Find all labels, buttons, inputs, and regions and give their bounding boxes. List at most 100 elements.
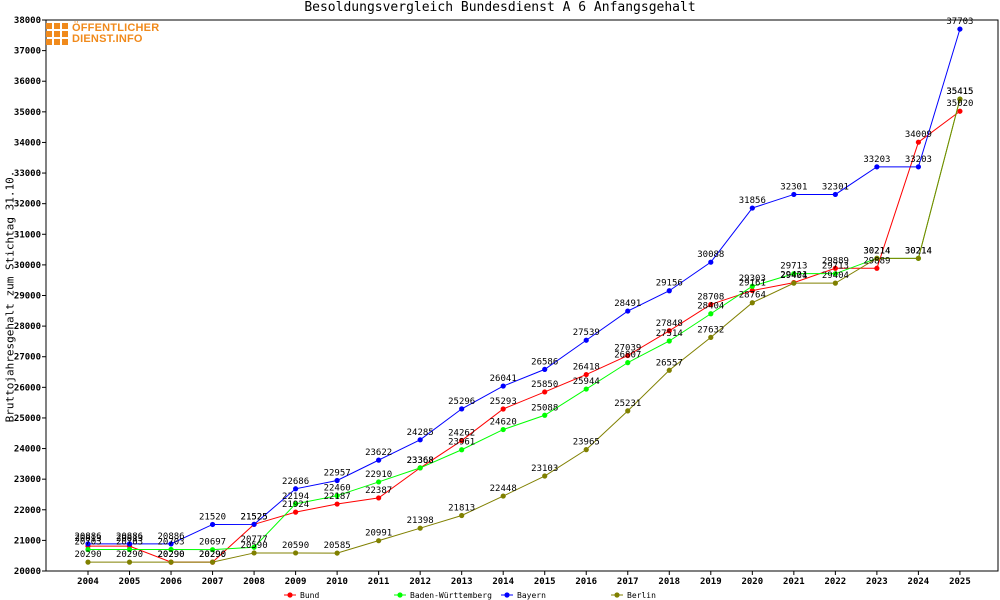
y-tick-label: 31000 xyxy=(14,230,41,240)
data-label: 20290 xyxy=(74,550,101,560)
data-label: 26418 xyxy=(573,363,600,373)
data-label: 21525 xyxy=(241,512,268,522)
data-label: 30214 xyxy=(863,246,890,256)
data-label: 27632 xyxy=(697,325,724,335)
data-point xyxy=(293,486,299,492)
data-point xyxy=(957,96,963,102)
data-point xyxy=(666,367,672,373)
data-point xyxy=(85,541,91,547)
data-point xyxy=(417,437,423,443)
x-tick-label: 2024 xyxy=(908,577,930,587)
data-label: 22910 xyxy=(365,470,392,480)
data-point xyxy=(126,559,133,565)
data-point xyxy=(251,550,257,556)
x-tick-label: 2011 xyxy=(368,577,390,587)
data-label: 21924 xyxy=(282,500,309,510)
data-label: 26807 xyxy=(614,351,641,361)
data-label: 24285 xyxy=(407,428,434,438)
x-tick-label: 2007 xyxy=(202,577,224,587)
chart-title: Besoldungsvergleich Bundesdienst A 6 Anf… xyxy=(304,0,696,15)
legend-label: Bayern xyxy=(517,591,546,600)
x-tick-label: 2019 xyxy=(700,577,722,587)
data-point xyxy=(251,544,257,550)
data-point xyxy=(459,512,465,519)
data-label: 32301 xyxy=(822,182,849,192)
data-label: 35020 xyxy=(946,99,973,109)
data-point xyxy=(874,164,880,170)
y-tick-label: 23000 xyxy=(14,475,41,485)
data-label: 25231 xyxy=(614,399,641,409)
plot-frame xyxy=(45,19,999,572)
x-tick-label: 2014 xyxy=(492,577,514,587)
data-label: 22957 xyxy=(324,468,351,478)
data-point xyxy=(209,547,216,553)
data-label: 29889 xyxy=(822,256,849,266)
data-label: 33203 xyxy=(863,155,890,165)
data-point xyxy=(542,473,548,479)
series-line xyxy=(88,28,961,545)
data-point xyxy=(625,352,631,359)
data-label: 31856 xyxy=(739,196,766,206)
legend-label: Baden-Württemberg xyxy=(410,591,492,600)
logo-line-2: DIENST.INFO xyxy=(72,33,143,45)
data-label: 22194 xyxy=(282,492,309,502)
data-label: 20886 xyxy=(157,532,184,542)
data-label: 20703 xyxy=(74,537,101,547)
y-tick-label: 37000 xyxy=(14,47,41,57)
data-label: 20886 xyxy=(116,532,143,542)
data-point xyxy=(708,301,714,308)
data-label: 35415 xyxy=(946,87,973,97)
data-point xyxy=(583,337,589,343)
data-label: 22387 xyxy=(365,486,392,496)
data-label: 27848 xyxy=(656,319,683,329)
data-label: 32301 xyxy=(780,182,807,192)
data-point xyxy=(85,559,91,565)
data-point xyxy=(376,538,382,544)
data-point xyxy=(293,509,299,515)
x-tick-label: 2013 xyxy=(451,577,473,587)
data-point xyxy=(334,501,340,507)
series-labels-2: 20886 20886 20886 21520 21525 22686 22957 23622… xyxy=(74,17,973,542)
data-point xyxy=(957,26,963,32)
data-point xyxy=(583,371,589,378)
legend: Bund Baden-Württemberg Bayern Berlin xyxy=(284,591,656,600)
data-label: 26557 xyxy=(656,358,683,368)
data-label: 25850 xyxy=(531,380,558,390)
data-label: 20290 xyxy=(157,550,184,560)
y-tick-label: 24000 xyxy=(14,445,41,455)
data-label: 28764 xyxy=(739,291,766,301)
data-point xyxy=(832,191,838,198)
data-label: 29713 xyxy=(780,262,807,272)
data-point xyxy=(832,280,838,286)
y-axis-label: Bruttojahresgehalt zum Stichtag 31.10. xyxy=(3,170,17,423)
data-point xyxy=(749,205,755,211)
data-point xyxy=(126,546,133,553)
y-tick-label: 29000 xyxy=(14,292,41,302)
y-tick-label: 22000 xyxy=(14,506,41,516)
series-line xyxy=(88,99,961,551)
data-label: 20590 xyxy=(241,541,268,551)
data-label: 22460 xyxy=(324,484,351,494)
data-point xyxy=(915,139,922,145)
data-label: 20703 xyxy=(157,537,184,547)
legend-label: Bund xyxy=(300,591,319,600)
data-point xyxy=(500,383,506,389)
legend-label: Berlin xyxy=(627,591,656,600)
data-point xyxy=(126,541,133,547)
x-tick-label: 2009 xyxy=(285,577,307,587)
data-label: 20777 xyxy=(241,535,268,545)
legend-swatch-marker xyxy=(287,592,293,598)
data-label: 20813 xyxy=(74,534,101,544)
data-label: 30088 xyxy=(697,250,724,260)
logo-grid-icon xyxy=(46,23,70,45)
data-point xyxy=(625,308,631,314)
data-label: 35415 xyxy=(946,87,973,97)
y-tick-label: 38000 xyxy=(14,16,41,26)
data-label: 24262 xyxy=(448,429,475,439)
data-point xyxy=(915,255,922,261)
series-labels-0: 20813 20813 20290 20290 21525 21924 22187 22387… xyxy=(74,99,973,560)
data-label: 23965 xyxy=(573,438,600,448)
x-tick-label: 2018 xyxy=(658,577,680,587)
data-point xyxy=(708,259,714,265)
y-axis-ticks: 20000 21000 22000 23000 24000 25000 26000 27000… xyxy=(14,16,46,577)
